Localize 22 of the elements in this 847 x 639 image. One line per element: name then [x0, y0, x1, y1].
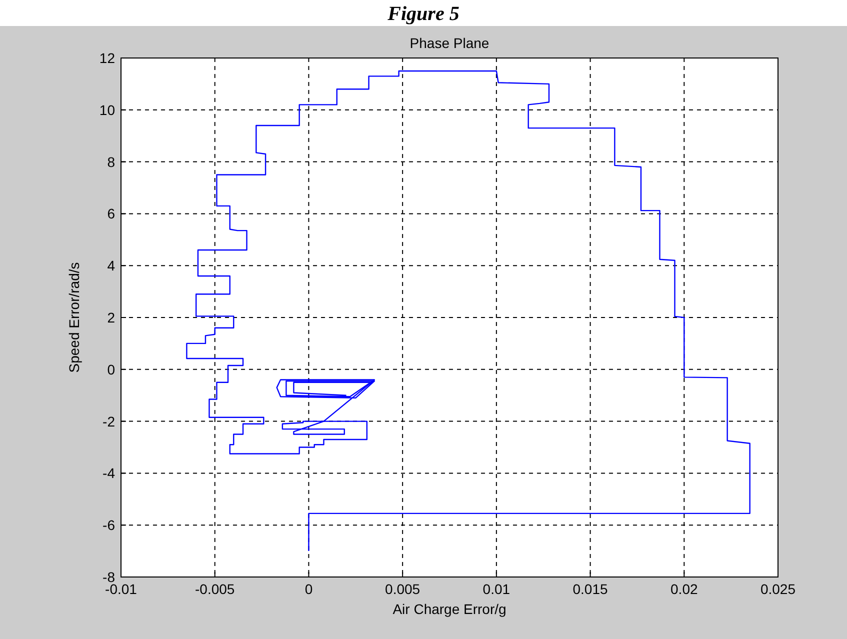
- x-tick-label: 0.02: [670, 581, 698, 597]
- x-tick-label: -0.005: [195, 581, 235, 597]
- x-tick-label: 0: [304, 581, 313, 597]
- line-series: [186, 70, 750, 552]
- y-axis-title: Speed Error/rad/s: [66, 262, 82, 373]
- y-tick-label: 10: [99, 102, 116, 118]
- caption: Figure 5: [386, 3, 460, 25]
- y-tick-label: -4: [102, 465, 116, 482]
- y-tick-label: 12: [99, 50, 116, 66]
- y-tick-label: 4: [107, 258, 116, 274]
- y-tick-label: 8: [107, 154, 116, 170]
- y-tick-label: 2: [107, 310, 116, 326]
- y-tick-label: 6: [107, 206, 116, 222]
- x-axis-title: Air Charge Error/g: [392, 601, 506, 617]
- x-tick-label: 0.015: [572, 581, 608, 597]
- x-tick-label: 0.005: [385, 581, 420, 597]
- x-tick-label: 0.01: [482, 581, 510, 597]
- y-tick-label: 0: [107, 361, 116, 378]
- chart-title: Phase Plane: [410, 35, 490, 51]
- y-tick-label: -6: [102, 517, 116, 534]
- x-tick-label: 0.025: [760, 581, 796, 597]
- y-tick-label: -2: [102, 413, 116, 430]
